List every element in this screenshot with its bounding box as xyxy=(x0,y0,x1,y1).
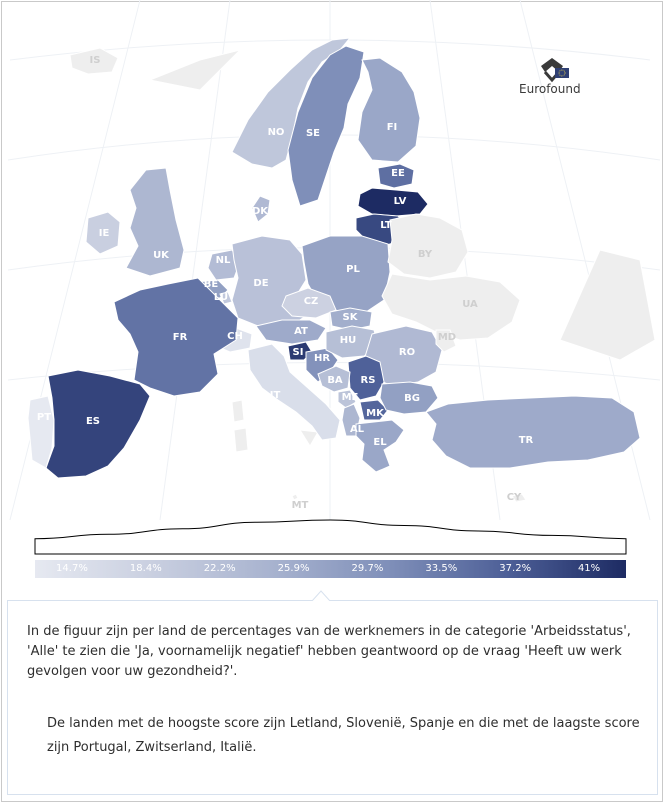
country-label-it: IT xyxy=(270,390,281,401)
country-at[interactable] xyxy=(255,319,327,345)
country-sk[interactable] xyxy=(329,307,373,331)
country-rs[interactable] xyxy=(347,355,385,401)
country-label-fi: FI xyxy=(387,122,398,133)
country-uk[interactable] xyxy=(125,167,185,277)
country-fi[interactable] xyxy=(357,57,421,163)
country-cy[interactable] xyxy=(511,493,527,503)
country-label-sk: SK xyxy=(343,312,359,323)
legend-histogram xyxy=(34,519,627,555)
country-label-mk: MK xyxy=(366,408,385,419)
country-it[interactable] xyxy=(247,343,341,441)
country-label-ie: IE xyxy=(99,228,110,239)
country-el[interactable] xyxy=(355,419,405,473)
legend-ticks: 14.7% 18.4% 22.2% 25.9% 29.7% 33.5% 37.2% 41% xyxy=(35,560,626,578)
country-lu[interactable] xyxy=(219,291,233,305)
land-no-data-4 xyxy=(559,249,656,361)
country-fr[interactable] xyxy=(113,277,239,397)
country-mt[interactable] xyxy=(291,493,299,501)
info-box xyxy=(7,600,658,795)
country-label-hu: HU xyxy=(340,335,357,346)
country-label-cy: CY xyxy=(507,492,522,503)
country-label-tr: TR xyxy=(519,435,534,446)
europe-map[interactable]: IS NO SE FI EE LV LT DK IE UK NL BE LU DE PL CZ SK AT CH FR… xyxy=(0,0,666,600)
country-label-nl: NL xyxy=(216,255,231,266)
country-ee[interactable] xyxy=(377,163,415,189)
country-mk[interactable] xyxy=(359,399,389,421)
country-nl[interactable] xyxy=(207,249,241,281)
legend-tick-label: 22.2% xyxy=(203,563,236,574)
legend-tick-label: 33.5% xyxy=(425,563,458,574)
country-label-fr: FR xyxy=(173,332,188,343)
country-md[interactable] xyxy=(435,329,457,353)
country-label-by: BY xyxy=(418,249,433,260)
land-no-data-1 xyxy=(231,399,245,423)
country-label-no: NO xyxy=(268,127,285,138)
legend-tick-label: 41% xyxy=(577,563,601,574)
country-label-ee: EE xyxy=(391,168,405,179)
country-label-ua: UA xyxy=(462,299,478,310)
legend-color-scale xyxy=(35,560,626,578)
legend-tick-label: 14.7% xyxy=(56,563,88,574)
country-label-si: SI xyxy=(293,347,304,358)
country-labels: IS NO SE FI EE LV LT DK IE UK NL BE LU DE PL CZ SK AT CH FR… xyxy=(37,55,534,511)
info-paragraph-extremes: De landen met de hoogste score zijn Letl… xyxy=(47,716,640,755)
country-ie[interactable] xyxy=(85,211,121,255)
country-label-bg: BG xyxy=(404,393,420,404)
land-no-data-5 xyxy=(148,49,242,91)
legend-tick-label: 18.4% xyxy=(129,563,162,574)
info-paragraph-question: In de figuur zijn per land de percentage… xyxy=(27,624,631,679)
country-label-lt: LT xyxy=(380,220,392,231)
country-label-al: AL xyxy=(350,424,365,435)
country-label-rs: RS xyxy=(361,375,376,386)
country-label-ba: BA xyxy=(327,375,343,386)
country-label-uk: UK xyxy=(153,250,170,261)
country-cz[interactable] xyxy=(281,287,337,319)
land-no-data-3 xyxy=(299,429,319,447)
country-label-lv: LV xyxy=(394,196,407,207)
country-by[interactable] xyxy=(387,213,469,279)
land-no-data-2 xyxy=(233,427,249,453)
country-dk[interactable] xyxy=(251,195,271,223)
country-label-se: SE xyxy=(306,128,320,139)
country-label-is: IS xyxy=(90,55,101,66)
country-label-hr: HR xyxy=(314,353,330,364)
country-label-md: MD xyxy=(438,332,456,343)
country-shapes[interactable] xyxy=(27,37,656,503)
country-ba[interactable] xyxy=(317,365,351,393)
country-label-pl: PL xyxy=(346,264,360,275)
country-label-be: BE xyxy=(204,279,219,290)
country-ua[interactable] xyxy=(381,273,521,341)
legend-tick-label: 37.2% xyxy=(499,563,532,574)
country-tr[interactable] xyxy=(425,395,641,469)
country-label-pt: PT xyxy=(37,412,51,423)
country-label-es: ES xyxy=(86,416,100,427)
legend-tick-label: 25.9% xyxy=(277,563,310,574)
logo-icon xyxy=(541,58,569,83)
country-is[interactable] xyxy=(69,47,119,75)
country-label-at: AT xyxy=(294,326,308,337)
country-label-mt: MT xyxy=(292,500,309,511)
eurofound-logo: Eurofound xyxy=(519,56,585,98)
legend-tick-label: 29.7% xyxy=(351,563,384,574)
country-pl[interactable] xyxy=(301,235,391,313)
country-label-el: EL xyxy=(373,437,387,448)
country-label-de: DE xyxy=(253,278,268,289)
country-label-me: ME xyxy=(342,392,359,403)
country-label-ro: RO xyxy=(399,347,415,358)
brand-name: Eurofound xyxy=(519,82,581,96)
country-es[interactable] xyxy=(45,369,151,479)
country-lv[interactable] xyxy=(357,187,429,217)
country-label-dk: DK xyxy=(252,206,269,217)
country-se[interactable] xyxy=(287,45,365,207)
country-pt[interactable] xyxy=(27,395,55,469)
country-label-lu: LU xyxy=(214,292,228,303)
country-label-cz: CZ xyxy=(304,296,319,307)
info-box-pointer xyxy=(312,590,330,601)
country-label-ch: CH xyxy=(227,331,243,342)
